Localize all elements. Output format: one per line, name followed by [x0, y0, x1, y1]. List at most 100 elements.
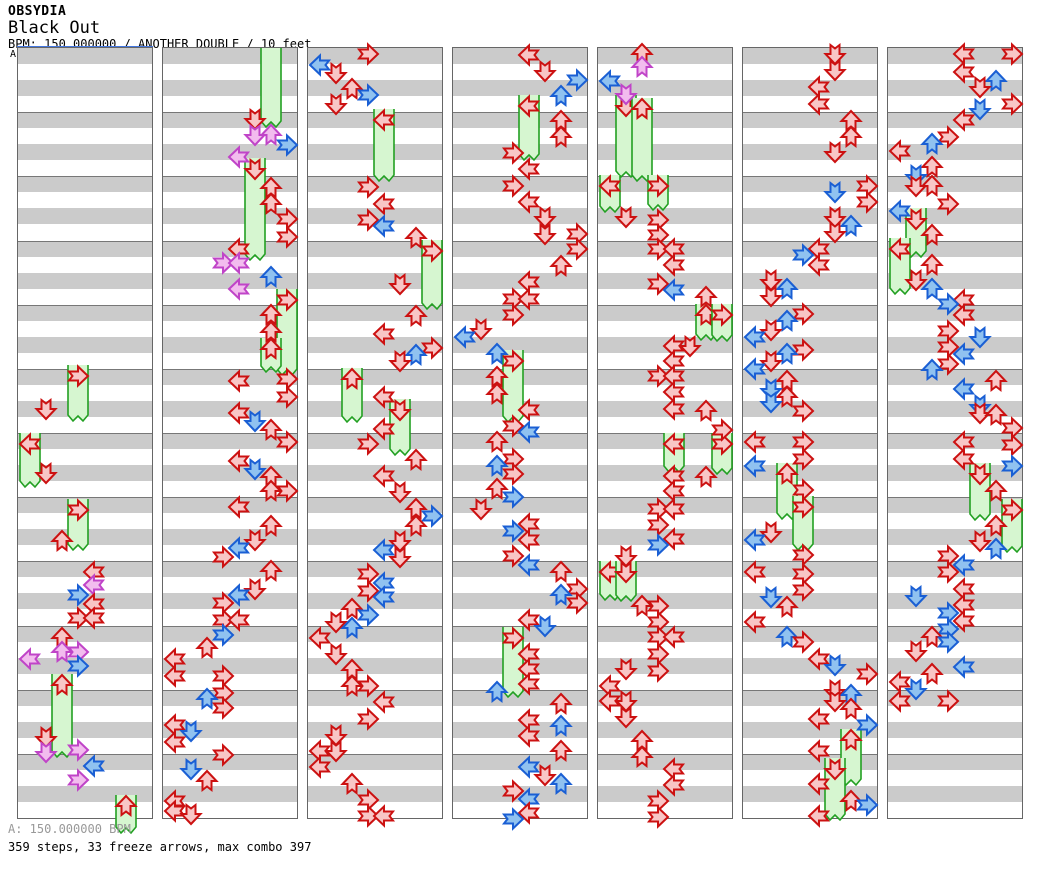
tap-arrow-right-icon	[936, 689, 960, 713]
tap-arrow-up-icon	[195, 636, 219, 660]
tap-arrow-down-icon	[968, 97, 992, 121]
tap-arrow-left-icon	[227, 277, 251, 301]
tap-arrow-left-icon	[743, 454, 767, 478]
tap-arrow-left-icon	[662, 625, 686, 649]
tap-arrow-up-icon	[195, 687, 219, 711]
tap-arrow-right-icon	[501, 174, 525, 198]
tap-arrow-right-icon	[66, 654, 90, 678]
tap-arrow-up-icon	[920, 223, 944, 247]
freeze-arrow-down-icon	[968, 462, 992, 486]
tap-arrow-down-icon	[243, 577, 267, 601]
tap-arrow-left-icon	[952, 342, 976, 366]
freeze-arrow-down-icon	[823, 757, 847, 781]
tap-arrow-right-icon	[356, 175, 380, 199]
freeze-arrow-up-icon	[340, 367, 364, 391]
tap-arrow-left-icon	[888, 689, 912, 713]
tap-arrow-down-icon	[823, 140, 847, 164]
tap-arrow-up-icon	[404, 226, 428, 250]
tap-arrow-down-icon	[533, 222, 557, 246]
tap-arrow-up-icon	[984, 537, 1008, 561]
tap-arrow-left-icon	[952, 655, 976, 679]
tap-arrow-down-icon	[823, 42, 847, 66]
freeze-arrow-up-icon	[775, 462, 799, 486]
tap-arrow-right-icon	[501, 303, 525, 327]
tap-arrow-up-icon	[259, 514, 283, 538]
tap-arrow-left-icon	[743, 430, 767, 454]
chart-column	[742, 42, 879, 828]
tap-arrow-up-icon	[259, 192, 283, 216]
tap-arrow-down-icon	[614, 544, 638, 568]
freeze-arrow-right-icon	[1000, 498, 1024, 522]
tap-arrow-right-icon	[791, 302, 815, 326]
tap-arrow-up-icon	[920, 155, 944, 179]
tap-arrow-right-icon	[211, 696, 235, 720]
tap-arrow-left-icon	[662, 773, 686, 797]
tap-arrow-left-icon	[372, 192, 396, 216]
tap-arrow-left-icon	[807, 707, 831, 731]
tap-arrow-right-icon	[356, 432, 380, 456]
tap-arrow-down-icon	[243, 409, 267, 433]
tap-arrow-up-icon	[404, 304, 428, 328]
tap-arrow-up-icon	[775, 309, 799, 333]
tap-arrow-right-icon	[936, 560, 960, 584]
tap-arrow-right-icon	[646, 364, 670, 388]
tap-arrow-left-icon	[227, 536, 251, 560]
tap-arrow-left-icon	[82, 606, 106, 630]
tap-arrow-left-icon	[372, 322, 396, 346]
tap-arrow-up-icon	[984, 369, 1008, 393]
tap-arrow-left-icon	[517, 724, 541, 748]
tap-arrow-left-icon	[662, 497, 686, 521]
tap-arrow-left-icon	[662, 479, 686, 503]
tap-arrow-down-icon	[759, 268, 783, 292]
tap-arrow-down-icon	[614, 705, 638, 729]
tap-arrow-right-icon	[855, 190, 879, 214]
tap-arrow-left-icon	[517, 287, 541, 311]
tap-arrow-up-icon	[694, 465, 718, 489]
tap-arrow-down-icon	[324, 92, 348, 116]
tap-arrow-left-icon	[372, 804, 396, 828]
tap-arrow-left-icon	[662, 397, 686, 421]
tap-arrow-down-icon	[904, 677, 928, 701]
tap-arrow-up-icon	[485, 382, 509, 406]
tap-arrow-down-icon	[533, 205, 557, 229]
tap-arrow-left-icon	[308, 755, 332, 779]
freeze-arrow-left-icon	[598, 174, 622, 198]
tap-arrow-left-icon	[372, 417, 396, 441]
tap-arrow-down-icon	[533, 59, 557, 83]
tap-arrow-left-icon	[372, 690, 396, 714]
tap-arrow-left-icon	[372, 385, 396, 409]
tap-arrow-down-icon	[388, 272, 412, 296]
tap-arrow-left-icon	[517, 672, 541, 696]
tap-arrow-left-icon	[598, 689, 622, 713]
tap-arrow-down-icon	[823, 58, 847, 82]
tap-arrow-left-icon	[662, 253, 686, 277]
tap-arrow-up-icon	[259, 123, 283, 147]
tap-arrow-left-icon	[372, 214, 396, 238]
tap-arrow-down-icon	[388, 545, 412, 569]
tap-arrow-right-icon	[356, 707, 380, 731]
tap-arrow-down-icon	[759, 390, 783, 414]
beat-stripes	[18, 48, 152, 818]
tap-arrow-right-icon	[565, 68, 589, 92]
tap-arrow-down-icon	[469, 317, 493, 341]
tap-arrow-up-icon	[549, 692, 573, 716]
note-layer	[888, 42, 1024, 818]
freeze-arrow-left-icon	[372, 108, 396, 132]
tap-arrow-up-icon	[984, 479, 1008, 503]
tap-arrow-down-icon	[243, 528, 267, 552]
tap-arrow-right-icon	[1000, 433, 1024, 457]
tap-arrow-right-icon	[565, 591, 589, 615]
tap-arrow-left-icon	[517, 157, 541, 181]
tap-arrow-up-icon	[920, 132, 944, 156]
tap-arrow-right-icon	[501, 519, 525, 543]
tap-arrow-left-icon	[952, 60, 976, 84]
tap-arrow-up-icon	[50, 529, 74, 553]
tap-arrow-right-icon	[791, 243, 815, 267]
tap-arrow-right-icon	[66, 583, 90, 607]
tap-arrow-down-icon	[34, 461, 58, 485]
tap-arrow-left-icon	[18, 647, 42, 671]
tap-arrow-down-icon	[823, 220, 847, 244]
tap-arrow-left-icon	[807, 647, 831, 671]
tap-arrow-down-icon	[533, 614, 557, 638]
